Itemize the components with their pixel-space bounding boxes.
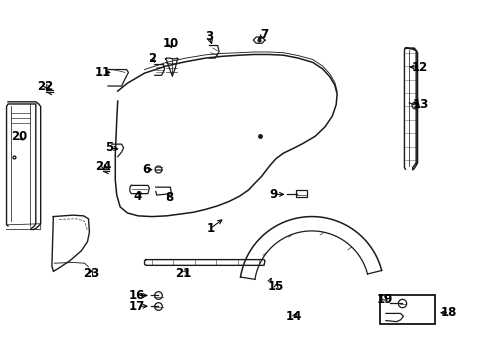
Text: 12: 12	[411, 60, 427, 73]
Text: 4: 4	[133, 190, 141, 203]
Text: 9: 9	[269, 188, 277, 201]
Text: 5: 5	[104, 141, 113, 154]
Text: 6: 6	[142, 163, 150, 176]
Text: 13: 13	[412, 98, 428, 111]
Text: 24: 24	[95, 160, 111, 173]
Text: 1: 1	[206, 222, 214, 235]
Text: 3: 3	[205, 30, 213, 43]
Text: 17: 17	[129, 300, 145, 313]
Text: 7: 7	[260, 28, 267, 41]
Text: 23: 23	[82, 267, 99, 280]
Bar	[296, 190, 306, 197]
Text: 18: 18	[440, 306, 457, 319]
Text: 14: 14	[285, 310, 302, 324]
Text: 21: 21	[175, 267, 191, 280]
Text: 22: 22	[38, 80, 54, 93]
Bar	[379, 295, 434, 324]
Text: 15: 15	[267, 280, 284, 293]
Text: 16: 16	[129, 289, 145, 302]
Text: 8: 8	[164, 191, 173, 204]
Text: 11: 11	[95, 66, 111, 79]
Text: 20: 20	[11, 130, 27, 144]
Text: 19: 19	[376, 293, 392, 306]
Text: 2: 2	[147, 51, 156, 64]
Text: 10: 10	[162, 36, 178, 50]
